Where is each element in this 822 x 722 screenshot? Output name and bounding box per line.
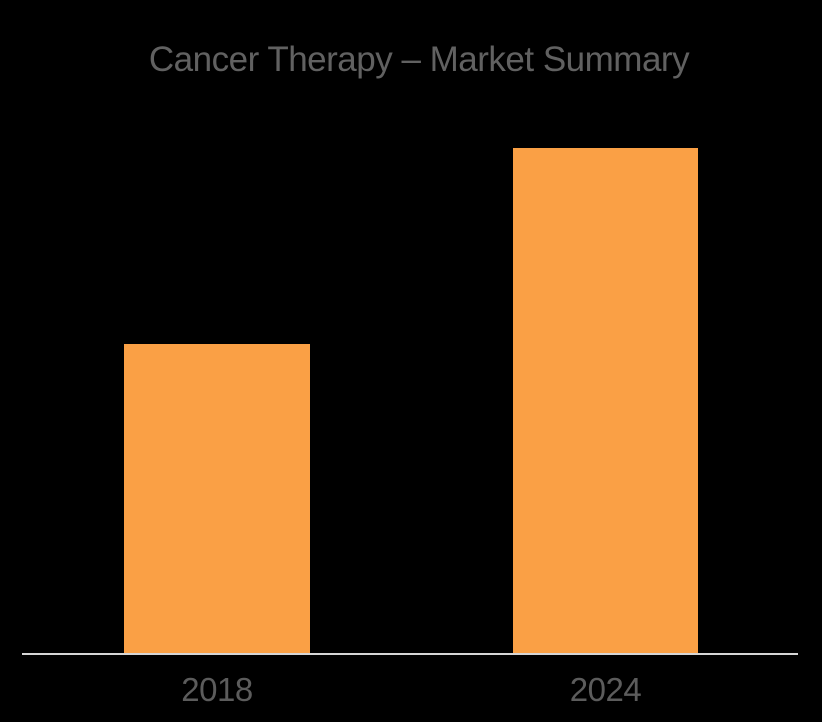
bar-2018: [124, 344, 310, 655]
bar-2024: [513, 148, 698, 655]
x-tick-label-2018: 2018: [181, 671, 253, 708]
chart-title: Cancer Therapy – Market Summary: [148, 40, 690, 79]
x-axis-line: [22, 653, 798, 655]
x-tick-label-2024: 2024: [569, 671, 642, 708]
